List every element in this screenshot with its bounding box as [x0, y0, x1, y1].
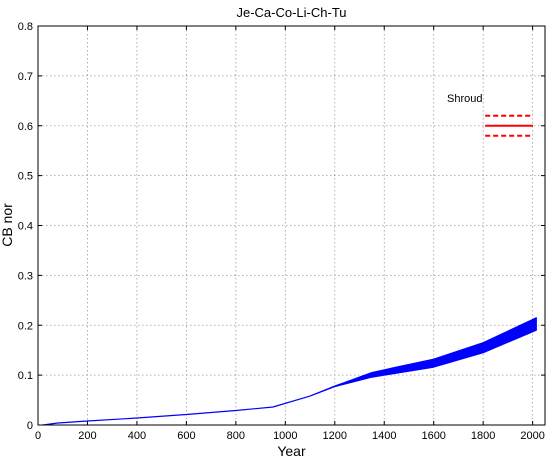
y-axis-label: CB nor — [0, 203, 15, 247]
shroud-label: Shroud — [447, 93, 482, 105]
x-tick-label: 400 — [128, 430, 146, 442]
data-band-layer — [42, 317, 537, 426]
x-tick-label: 200 — [78, 430, 96, 442]
y-tick-label: 0.7 — [18, 71, 33, 83]
x-tick-label: 1400 — [372, 430, 396, 442]
y-tick-label: 0.5 — [18, 171, 33, 183]
x-tick-label: 800 — [227, 430, 245, 442]
grid — [38, 26, 545, 425]
x-tick-label: 2000 — [520, 430, 544, 442]
x-tick-label: 0 — [35, 430, 41, 442]
chart-title: Je-Ca-Co-Li-Ch-Tu — [236, 5, 346, 20]
x-tick-label: 1000 — [273, 430, 297, 442]
shroud-annotation: Shroud — [447, 93, 533, 137]
x-tick-label: 1600 — [421, 430, 445, 442]
y-tick-label: 0 — [27, 420, 33, 432]
y-tick-label: 0.8 — [18, 21, 33, 33]
x-tick-label: 1200 — [323, 430, 347, 442]
y-tick-label: 0.1 — [18, 370, 33, 382]
x-axis-ticks: 0 200 400 600 800 1000 1200 1400 1600 1800 2000 — [35, 26, 545, 442]
x-tick-label: 600 — [177, 430, 195, 442]
x-tick-label: 1800 — [471, 430, 495, 442]
cb-band-area — [42, 317, 537, 426]
y-tick-label: 0.4 — [18, 221, 33, 233]
y-tick-label: 0.2 — [18, 320, 33, 332]
y-tick-label: 0.6 — [18, 121, 33, 133]
y-tick-label: 0.3 — [18, 270, 33, 282]
x-axis-label: Year — [277, 443, 306, 459]
y-axis-ticks: 0 0.1 0.2 0.3 0.4 0.5 0.6 0.7 0.8 — [18, 21, 545, 432]
